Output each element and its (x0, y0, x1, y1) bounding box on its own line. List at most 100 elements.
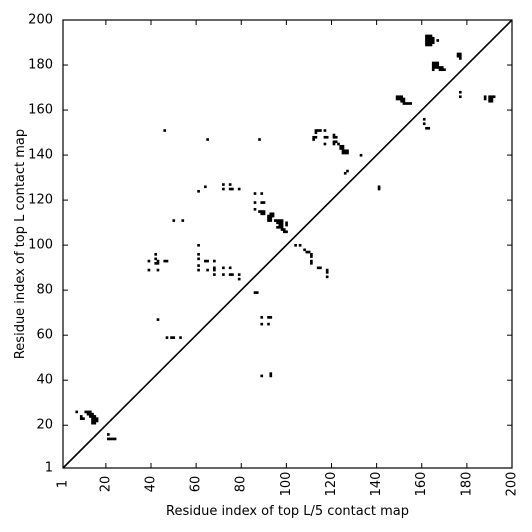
contact-point (400, 97, 403, 101)
contact-point (278, 225, 282, 229)
contact-point (280, 219, 284, 222)
contact-point (260, 210, 264, 213)
contact-point (402, 99, 406, 103)
contact-point (483, 97, 487, 101)
contact-point (429, 39, 433, 42)
contact-point (310, 259, 313, 263)
contact-point (93, 415, 97, 418)
contact-point (262, 212, 266, 216)
contact-point (429, 34, 433, 38)
contact-point (86, 410, 90, 414)
contact-point (228, 187, 232, 191)
contact-point (253, 207, 257, 211)
contact-point (339, 144, 343, 148)
x-tick-label: 120 (324, 472, 339, 497)
contact-point (395, 95, 399, 99)
contact-point (490, 99, 494, 103)
contact-point (228, 273, 232, 276)
contact-point (88, 412, 92, 416)
contact-point (490, 97, 494, 101)
contact-point (197, 189, 200, 193)
contact-point (285, 230, 288, 234)
contact-point (86, 412, 90, 416)
contact-point (425, 36, 428, 40)
contact-point (197, 268, 200, 272)
contact-point (436, 66, 440, 69)
contact-point (273, 219, 277, 222)
contact-point (402, 102, 406, 105)
contact-point (271, 214, 275, 218)
contact-point (206, 259, 209, 263)
contact-point (267, 219, 270, 222)
y-tick-label: 120 (28, 193, 53, 208)
contact-point (262, 210, 266, 213)
contact-point (431, 66, 435, 69)
contact-point (206, 138, 209, 141)
contact-point (341, 151, 345, 155)
x-tick-label: 100 (279, 472, 294, 497)
contact-point (427, 43, 431, 47)
contact-point (436, 61, 440, 65)
contact-point (197, 264, 200, 267)
contact-point (346, 149, 349, 153)
contact-point (278, 219, 282, 222)
contact-point (400, 99, 403, 103)
contact-point (179, 336, 182, 339)
contact-point (111, 437, 115, 441)
contact-point (260, 201, 264, 204)
contact-point (237, 187, 241, 191)
contact-point (93, 419, 97, 423)
y-axis-label: Residue index of top L contact map (13, 129, 28, 359)
contact-point (312, 135, 315, 139)
contact-point (458, 95, 462, 99)
contact-point (429, 43, 433, 47)
contact-point (93, 421, 97, 425)
contact-point (222, 266, 225, 270)
x-tick-label: 40 (143, 476, 158, 493)
contact-point (325, 275, 329, 279)
contact-point (492, 95, 496, 99)
contact-point (422, 122, 426, 126)
contact-point (280, 221, 284, 225)
contact-point (434, 63, 437, 67)
contact-point (91, 412, 94, 416)
contact-point (398, 97, 401, 101)
contact-point (181, 219, 185, 222)
contact-point (165, 336, 169, 339)
contact-point (82, 417, 85, 420)
contact-point (271, 212, 275, 216)
contact-point (278, 221, 282, 225)
contact-point (458, 57, 462, 60)
contact-point (404, 102, 408, 105)
contact-point (458, 52, 462, 56)
contact-point (431, 68, 435, 72)
y-tick-label: 180 (28, 58, 53, 73)
contact-point (319, 129, 322, 132)
contact-point (147, 259, 151, 263)
x-tick-label: 60 (189, 476, 204, 493)
contact-point (377, 187, 381, 191)
contact-point (325, 135, 329, 139)
contact-point (429, 36, 433, 40)
contact-point (400, 95, 403, 99)
contact-point (438, 66, 442, 69)
contact-point (269, 219, 273, 222)
diagonal-line (62, 19, 513, 469)
contact-point (303, 248, 306, 252)
contact-point (231, 187, 234, 191)
contact-point (323, 129, 327, 132)
contact-point (282, 228, 286, 231)
contact-point (156, 262, 160, 265)
contact-point (172, 336, 176, 339)
contact-point (222, 187, 225, 191)
contact-point (422, 117, 426, 121)
contact-point (267, 316, 270, 319)
contact-point (107, 437, 110, 441)
contact-point (276, 225, 279, 229)
y-tick-label: 40 (36, 373, 53, 388)
contact-point (346, 169, 349, 173)
contact-point (213, 259, 216, 263)
contact-point (258, 210, 261, 213)
contact-point (276, 219, 279, 222)
